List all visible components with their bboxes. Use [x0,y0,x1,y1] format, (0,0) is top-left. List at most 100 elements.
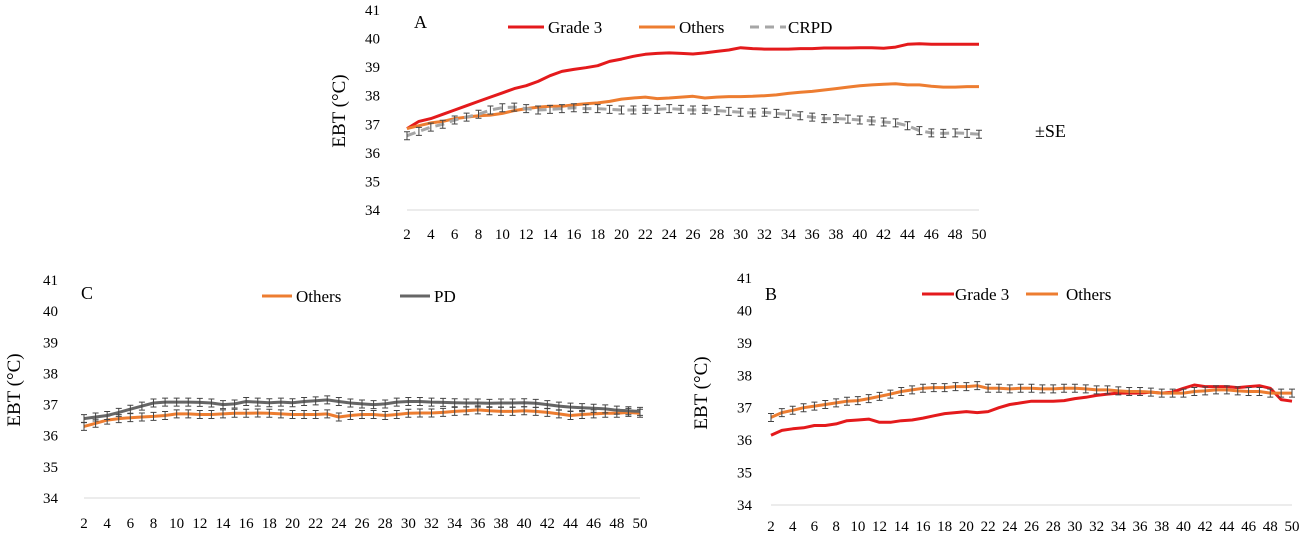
series-line [406,42,979,130]
x-tick-label: 10 [850,519,865,535]
x-tick-label: 48 [948,227,963,243]
error-bar [416,396,423,406]
error-bar [393,410,400,420]
error-bar [1115,386,1122,396]
series-pd [81,395,643,424]
error-bar [678,104,685,114]
error-bar [523,104,530,114]
error-bar [854,396,861,406]
error-bar [833,398,840,408]
error-note: ±SE [1035,121,1066,141]
x-tick-label: 38 [1154,519,1169,535]
x-tick-label: 32 [424,516,439,532]
error-bar [382,399,389,409]
error-bar [713,106,720,116]
error-bar [347,398,354,408]
x-tick-label: 16 [239,516,255,532]
x-tick-label: 26 [355,516,371,532]
error-bar [474,398,481,408]
x-tick-label: 44 [1219,519,1235,535]
error-bar [952,382,959,392]
y-tick-label: 36 [365,146,381,162]
x-tick-label: 36 [470,516,486,532]
error-bar [220,400,226,410]
error-bar [833,114,839,124]
error-bar [535,105,542,115]
error-bar [904,121,911,131]
error-bar [892,118,899,128]
error-bar [405,408,412,418]
error-bar [416,408,423,418]
x-tick-label: 46 [586,516,602,532]
error-bar [940,128,947,138]
error-bar [773,108,780,118]
x-tick-label: 36 [1133,519,1149,535]
y-tick-label: 37 [737,401,753,417]
error-bar [312,410,319,420]
error-bar [359,410,365,420]
series-others [768,381,1295,422]
error-bar [1213,385,1220,395]
error-bar [487,105,494,115]
x-tick-label: 34 [1111,519,1127,535]
error-bar [243,396,250,406]
x-tick-label: 38 [494,516,509,532]
x-tick-label: 42 [876,227,891,243]
error-bar [594,104,601,114]
error-bar [428,397,435,407]
x-tick-label: 46 [924,227,940,243]
error-bar [725,106,732,116]
error-bar [266,398,273,408]
y-tick-label: 34 [43,491,59,507]
error-bar [498,398,504,408]
x-tick-label: 4 [427,227,435,243]
x-tick-label: 50 [1285,519,1300,535]
error-bar [92,412,99,422]
y-tick-label: 34 [737,498,753,514]
x-tick-label: 42 [540,516,555,532]
error-bar [570,103,577,113]
error-bar [289,410,296,420]
error-bar [220,409,226,419]
error-bar [335,412,342,422]
y-axis-label: EBT (°C) [691,356,712,429]
error-bar [821,114,828,124]
error-bar [370,400,377,410]
legend-label: PD [434,287,456,306]
error-bar [1223,385,1230,395]
x-tick-label: 6 [811,519,819,535]
x-tick-label: 4 [789,519,797,535]
error-bar [521,398,528,408]
error-bar [359,399,365,409]
error-bar [440,407,447,417]
error-bar [415,126,422,136]
x-tick-label: 30 [1067,519,1082,535]
error-bar [876,391,883,401]
y-tick-label: 39 [43,335,58,351]
y-tick-label: 35 [43,460,58,476]
panel-label: B [765,284,777,304]
error-bar [952,128,959,138]
x-tick-label: 44 [563,516,579,532]
error-bar [185,397,192,407]
error-bar [579,403,586,413]
error-bar [254,397,261,407]
x-tick-label: 38 [829,227,844,243]
error-bar [544,400,551,410]
y-tick-label: 40 [365,32,380,48]
error-bar [347,410,354,420]
error-bar [104,410,111,420]
y-tick-label: 41 [43,273,58,289]
error-bar [439,119,446,129]
error-bar [642,104,649,114]
error-bar [1039,384,1046,394]
error-bar [963,382,970,392]
x-tick-label: 22 [638,227,653,243]
error-bar [547,104,553,114]
y-tick-label: 39 [365,60,380,76]
error-bar [231,399,238,409]
x-tick-label: 40 [517,516,532,532]
error-bar [511,102,518,112]
